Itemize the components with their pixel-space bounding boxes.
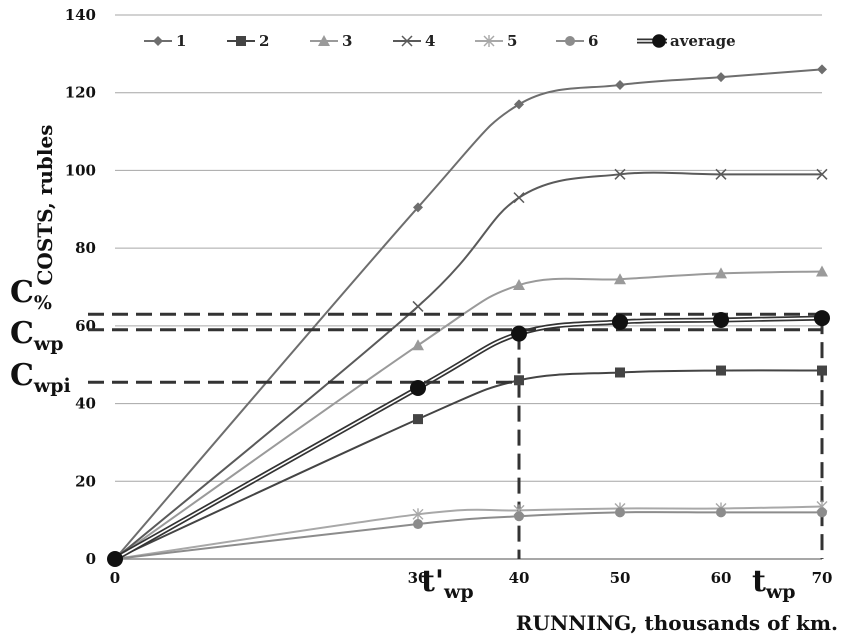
point-3-60: [715, 267, 727, 279]
series-line-2: [114, 369, 823, 560]
point-1-50: [615, 79, 625, 90]
x-tick-70: 70: [812, 569, 833, 587]
legend-label-4: 4: [425, 32, 435, 50]
point-6-50: [615, 507, 625, 518]
point-2-40: [514, 375, 524, 386]
point-average-30: [410, 380, 426, 397]
legend-label-average: average: [670, 32, 736, 50]
y-tick-40: 40: [75, 395, 96, 413]
label-t-wp-prime: t'wp: [421, 564, 474, 603]
point-average-40: [511, 325, 527, 342]
legend-marker-1: [153, 36, 163, 46]
point-average-50: [612, 313, 628, 330]
y-tick-labels: 0 20 40 60 80 100 120 140: [65, 6, 96, 568]
legend-item-3: 3: [310, 32, 352, 50]
dashed-guides: [88, 312, 824, 559]
x-tick-60: 60: [711, 569, 732, 587]
series-markers: [107, 64, 830, 567]
y-tick-100: 100: [65, 161, 96, 179]
point-1-60: [716, 72, 726, 83]
x-tick-30: 30: [408, 569, 429, 587]
label-t-wp: twp: [752, 564, 796, 603]
point-2-30: [413, 414, 423, 425]
point-4-50: [614, 168, 626, 180]
y-axis-title: COSTS, rubles: [33, 125, 57, 286]
legend-label-5: 5: [507, 32, 517, 50]
point-1-70: [817, 64, 827, 75]
point-4-60: [715, 168, 727, 180]
label-c-wp: Cwp: [10, 316, 64, 355]
point-average-70: [814, 310, 830, 327]
series-line-6: [114, 511, 822, 560]
legend-marker-6: [565, 36, 575, 46]
label-c-wpi: Cwpi: [10, 358, 71, 397]
point-2-50: [615, 367, 625, 378]
point-4-30: [412, 300, 424, 312]
legend-label-2: 2: [259, 32, 269, 50]
point-average-0: [107, 551, 123, 567]
y-tick-60: 60: [75, 317, 96, 335]
legend-label-6: 6: [588, 32, 598, 50]
legend-item-6: 6: [556, 32, 598, 50]
label-c-pct: C%: [10, 275, 52, 314]
x-tick-labels: 0 30 40 50 60 70: [110, 569, 833, 587]
x-tick-50: 50: [610, 569, 631, 587]
legend-item-1: 1: [144, 32, 186, 50]
legend-item-2: 2: [227, 32, 269, 50]
point-average-60: [713, 312, 729, 329]
legend-label-3: 3: [342, 32, 352, 50]
y-tick-0: 0: [86, 550, 96, 568]
gridlines: [115, 14, 822, 560]
point-2-70: [817, 365, 827, 376]
point-3-70: [816, 265, 828, 277]
point-5-30: [412, 508, 424, 521]
series-average-inner: [114, 317, 823, 560]
legend-item-5: 5: [475, 32, 517, 50]
legend-marker-average: [652, 34, 666, 48]
legend-item-average: average: [637, 32, 736, 50]
point-4-40: [513, 192, 525, 204]
x-axis-title: RUNNING, thousands of km.: [516, 611, 838, 635]
point-3-40: [513, 279, 525, 291]
y-tick-120: 120: [65, 84, 96, 102]
legend-label-1: 1: [176, 32, 186, 50]
series-line-5: [114, 505, 823, 560]
y-tick-20: 20: [75, 472, 96, 490]
point-3-30: [412, 339, 424, 351]
point-6-40: [514, 511, 524, 522]
legend: 1 2 3 4 5 6 average: [144, 32, 736, 50]
point-6-70: [817, 507, 827, 518]
point-4-70: [816, 168, 828, 180]
y-tick-140: 140: [65, 6, 96, 24]
point-1-30: [413, 202, 423, 213]
legend-marker-2: [236, 36, 246, 46]
y-tick-80: 80: [75, 239, 96, 257]
point-6-30: [413, 519, 423, 530]
legend-marker-4: [401, 35, 413, 47]
series-average-outer: [113, 315, 823, 562]
x-tick-40: 40: [509, 569, 530, 587]
point-3-50: [614, 273, 626, 285]
point-6-60: [716, 507, 726, 518]
legend-item-4: 4: [393, 32, 435, 50]
legend-marker-3: [318, 35, 330, 46]
legend-marker-5: [483, 35, 495, 47]
point-2-60: [716, 365, 726, 376]
x-tick-0: 0: [110, 569, 120, 587]
point-1-40: [514, 99, 524, 110]
